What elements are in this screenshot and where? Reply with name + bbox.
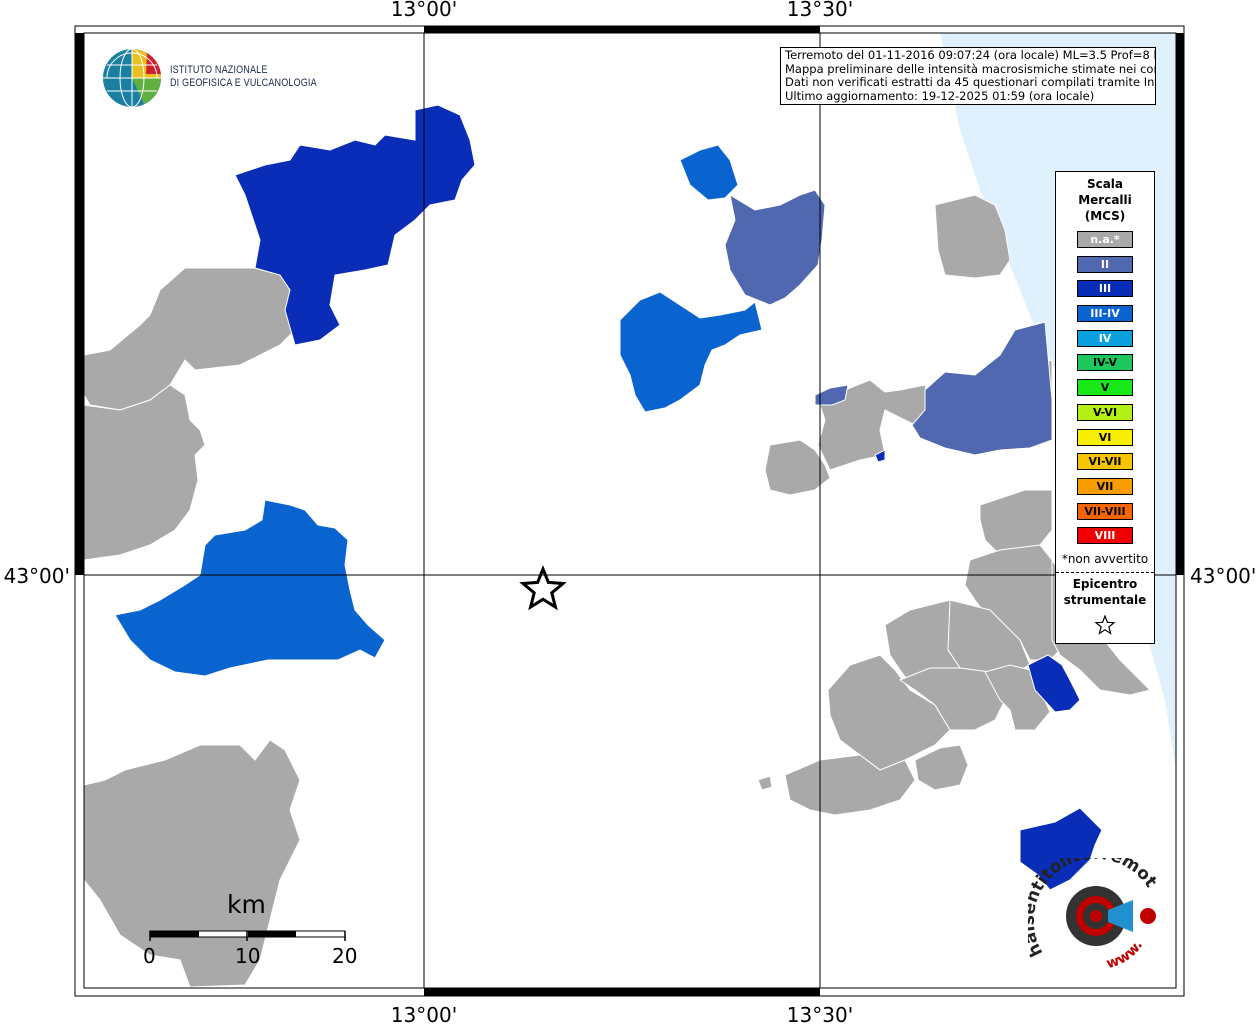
ingv-name-line2: DI GEOFISICA E VULCANOLOGIA xyxy=(170,77,317,89)
legend-title-line3: (MCS) xyxy=(1084,209,1126,223)
epicenter-star-icon xyxy=(519,564,567,611)
scale-tick-0: 0 xyxy=(143,944,156,968)
na-municipalities xyxy=(83,194,1151,988)
legend-item-vi: VI xyxy=(1077,428,1133,446)
axis-labels: 13°00' 13°30' 13°00' 13°30' 43°00' 43°00… xyxy=(4,0,1257,1024)
legend-item-iii-iv: III-IV xyxy=(1077,305,1133,323)
intensity-III-municipalities xyxy=(234,104,1103,891)
scale-unit-label: km xyxy=(227,890,266,919)
legend-title-line2: Mercalli xyxy=(1078,193,1132,207)
event-info-box: Terremoto del 01-11-2016 09:07:24 (ora l… xyxy=(780,47,1156,105)
event-info-line4: Ultimo aggiornamento: 19-12-2025 01:59 (… xyxy=(785,88,1095,103)
mcs-legend: Scala Mercalli (MCS) n.a.* II III III-IV IV I… xyxy=(1055,171,1155,644)
event-info-line1: Terremoto del 01-11-2016 09:07:24 (ora l… xyxy=(785,48,1156,62)
hai-sentito-logo: haisentitoilterremoto.it www. xyxy=(1019,843,1163,978)
legend-epicenter-line2: strumentale xyxy=(1063,592,1147,607)
legend-item-vii-viii: VII-VIII xyxy=(1077,502,1133,520)
scale-tick-20: 20 xyxy=(332,944,358,968)
legend-item-v: V xyxy=(1077,379,1133,397)
legend-item-vi-vii: VI-VII xyxy=(1077,453,1133,471)
legend-epicenter-label: Epicentro strumentale xyxy=(1056,576,1154,608)
legend-separator xyxy=(1056,571,1154,573)
event-info-line2: Mappa preliminare delle intensità macros… xyxy=(785,61,1156,76)
event-info-line3: Dati non verificati estratti da 45 quest… xyxy=(785,75,1156,89)
legend-items: n.a.* II III III-IV IV IV-V V V-VI VI VI-VII VII VI… xyxy=(1056,231,1154,545)
ingv-logo: ISTITUTO NAZIONALE DI GEOFISICA E VULCAN… xyxy=(102,48,332,108)
legend-note: *non avvertito xyxy=(1061,551,1149,566)
legend-item-ii: II xyxy=(1077,255,1133,273)
scale-tick-10: 10 xyxy=(235,944,261,968)
intensity-II-municipalities xyxy=(724,189,1053,456)
legend-item-vii: VII xyxy=(1077,477,1133,495)
graticule xyxy=(84,33,1176,988)
top-label-1300: 13°00' xyxy=(391,0,457,21)
right-label-4300: 43°00' xyxy=(1190,564,1256,588)
scale-bar xyxy=(149,930,346,941)
legend-epicenter-line1: Epicentro xyxy=(1072,576,1138,591)
ingv-logo-text: ISTITUTO NAZIONALE DI GEOFISICA E VULCAN… xyxy=(170,64,317,90)
intensity-III-IV-municipalities xyxy=(114,144,763,677)
top-label-1330: 13°30' xyxy=(787,0,853,21)
legend-title: Scala Mercalli (MCS) xyxy=(1056,176,1154,224)
legend-item-v-vi: V-VI xyxy=(1077,403,1133,421)
svg-text:www.: www. xyxy=(1104,937,1146,972)
bottom-label-1300: 13°00' xyxy=(391,1003,457,1024)
legend-item-iv: IV xyxy=(1077,329,1133,347)
globe-icon xyxy=(103,48,161,108)
legend-item-viii: VIII xyxy=(1077,527,1133,545)
legend-star-icon xyxy=(1056,614,1154,642)
bottom-label-1330: 13°30' xyxy=(787,1003,853,1024)
legend-item-n-a: n.a.* xyxy=(1077,231,1133,248)
legend-title-line1: Scala xyxy=(1086,177,1124,191)
legend-item-iv-v: IV-V xyxy=(1077,354,1133,372)
hai-sentito-www: www. xyxy=(1104,937,1146,972)
left-label-4300: 43°00' xyxy=(4,564,70,588)
legend-item-iii: III xyxy=(1077,280,1133,298)
ingv-name-line1: ISTITUTO NAZIONALE xyxy=(170,64,268,76)
map-frame xyxy=(74,25,1185,997)
target-icon xyxy=(1066,886,1156,946)
